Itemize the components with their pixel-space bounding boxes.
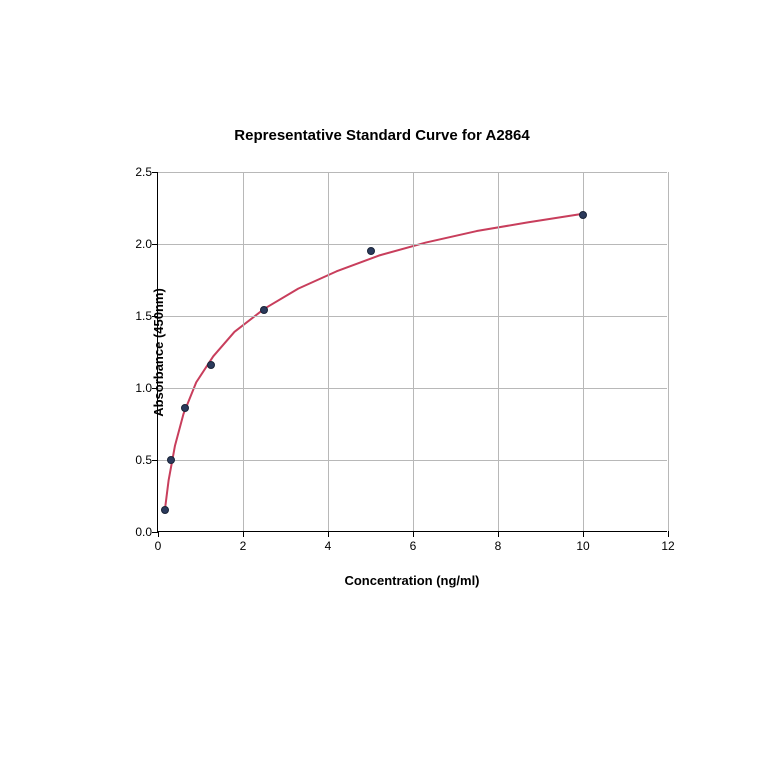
x-axis-label: Concentration (ng/ml) — [157, 572, 667, 590]
x-tick-label: 6 — [410, 539, 417, 553]
x-tick-label: 2 — [240, 539, 247, 553]
x-tick — [413, 531, 414, 537]
data-point — [260, 306, 268, 314]
x-tick-label: 8 — [495, 539, 502, 553]
y-tick — [152, 532, 158, 533]
grid-line-vertical — [668, 172, 669, 531]
x-tick — [668, 531, 669, 537]
grid-line-vertical — [413, 172, 414, 531]
grid-line-horizontal — [158, 244, 667, 245]
x-tick-label: 0 — [155, 539, 162, 553]
x-tick — [243, 531, 244, 537]
grid-line-horizontal — [158, 460, 667, 461]
chart-container: Representative Standard Curve for A2864 … — [82, 162, 682, 602]
data-point — [367, 247, 375, 255]
grid-line-vertical — [583, 172, 584, 531]
grid-line-horizontal — [158, 172, 667, 173]
x-tick — [328, 531, 329, 537]
grid-line-vertical — [328, 172, 329, 531]
x-tick-label: 4 — [325, 539, 332, 553]
grid-line-horizontal — [158, 388, 667, 389]
plot-area: 0246810120.00.51.01.52.02.5 — [157, 172, 667, 532]
x-tick-label: 12 — [661, 539, 674, 553]
grid-line-horizontal — [158, 316, 667, 317]
data-point — [579, 211, 587, 219]
x-tick — [498, 531, 499, 537]
x-tick — [583, 531, 584, 537]
grid-line-vertical — [498, 172, 499, 531]
x-tick-label: 10 — [576, 539, 589, 553]
y-axis-label: Absorbance (450nm) — [94, 172, 223, 532]
grid-line-vertical — [243, 172, 244, 531]
chart-title: Representative Standard Curve for A2864 — [82, 127, 682, 144]
